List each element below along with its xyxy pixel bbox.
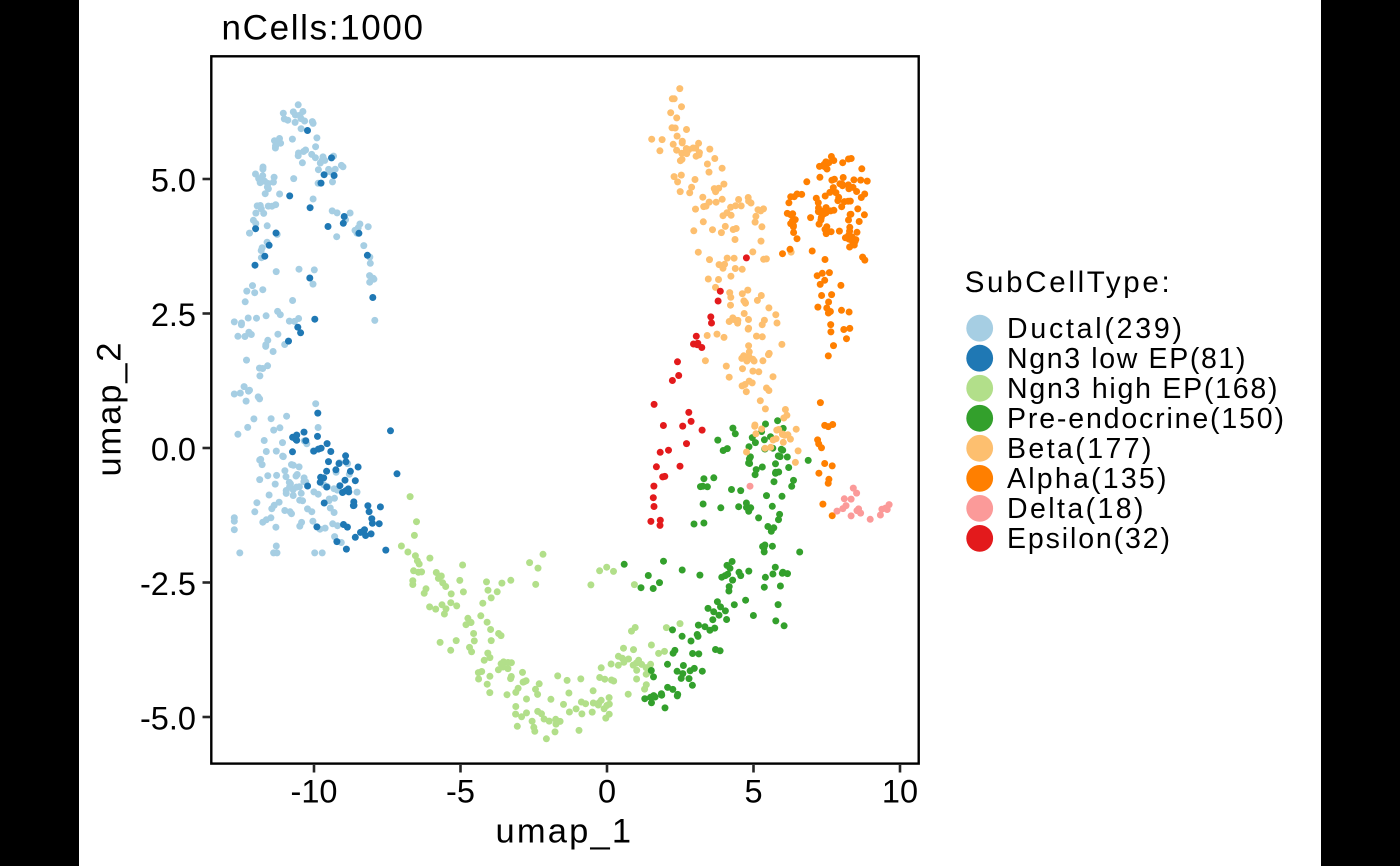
svg-text:Pre-endocrine(150): Pre-endocrine(150): [1007, 403, 1284, 435]
svg-text:Ductal(239): Ductal(239): [1007, 313, 1182, 345]
svg-text:0: 0: [598, 773, 616, 809]
svg-text:0.0: 0.0: [151, 432, 196, 468]
svg-text:Delta(18): Delta(18): [1007, 493, 1144, 525]
svg-text:Ngn3 low EP(81): Ngn3 low EP(81): [1007, 343, 1246, 375]
svg-text:-10: -10: [291, 773, 338, 809]
svg-text:umap_2: umap_2: [91, 343, 129, 477]
svg-text:nCells:1000: nCells:1000: [222, 9, 424, 48]
svg-text:Ngn3 high EP(168): Ngn3 high EP(168): [1007, 373, 1278, 405]
svg-text:umap_1: umap_1: [496, 813, 632, 851]
svg-text:-5: -5: [446, 773, 475, 809]
svg-text:Epsilon(32): Epsilon(32): [1007, 523, 1170, 555]
svg-text:2.5: 2.5: [151, 297, 196, 333]
svg-text:5.0: 5.0: [151, 163, 196, 199]
svg-text:5: 5: [744, 773, 762, 809]
svg-text:10: 10: [882, 773, 918, 809]
svg-text:Beta(177): Beta(177): [1007, 433, 1152, 465]
svg-text:Alpha(135): Alpha(135): [1007, 463, 1167, 495]
svg-text:-5.0: -5.0: [140, 701, 196, 737]
svg-text:-2.5: -2.5: [140, 566, 196, 602]
